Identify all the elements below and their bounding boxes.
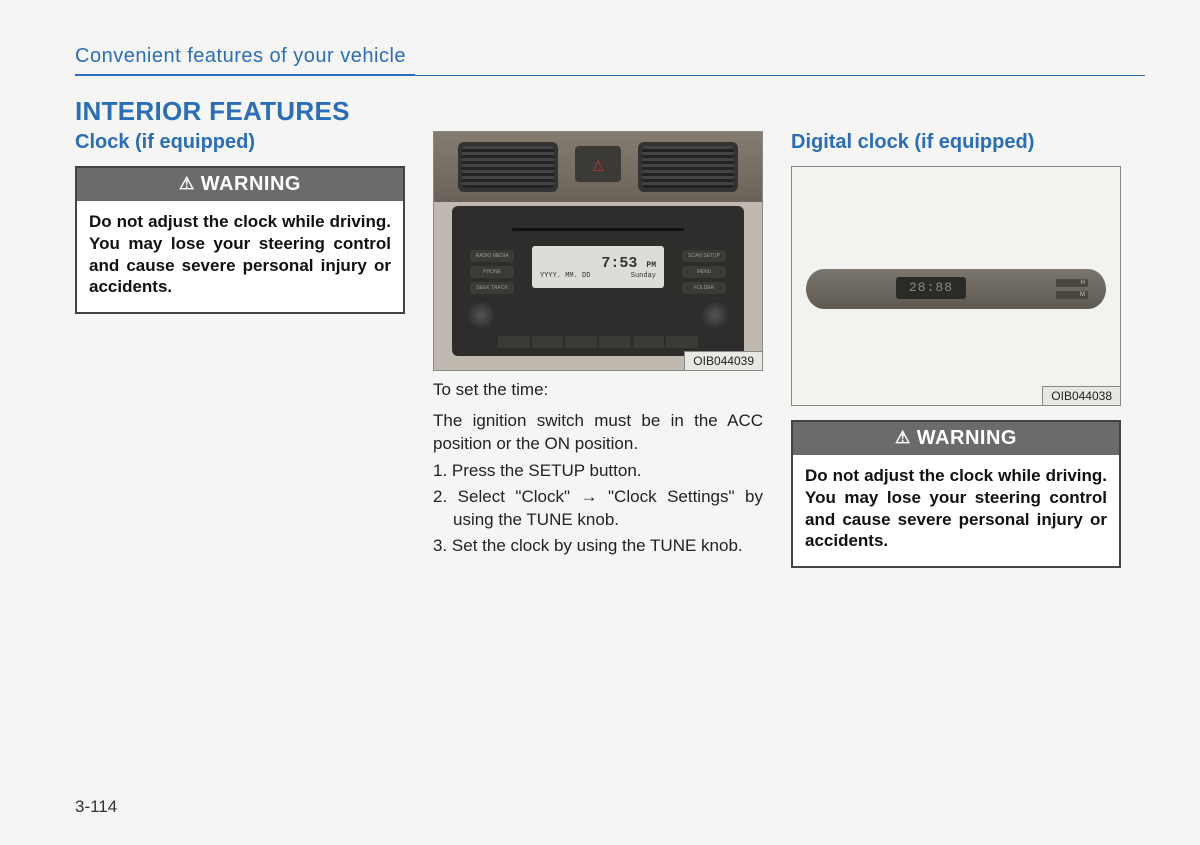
preset-buttons [498, 336, 698, 348]
header-rule [75, 74, 415, 76]
column-3: Digital clock (if equipped) 28:88 H M OI… [791, 131, 1121, 568]
radio-btn: PHONE [470, 266, 514, 278]
radio-btn: MENU [682, 266, 726, 278]
radio-figure: △ RADIO MEDIA PHONE SEEK TRACK SCAN SETU… [433, 131, 763, 371]
step-item: 1. Press the SETUP button. [433, 460, 763, 483]
hazard-button-icon: △ [575, 146, 621, 182]
clock-hour-button: H [1056, 279, 1088, 287]
radio-ampm: PM [646, 261, 656, 270]
step-item: 3. Set the clock by using the TUNE knob. [433, 535, 763, 558]
content-columns: Clock (if equipped) ⚠ WARNING Do not adju… [75, 131, 1140, 568]
clock-body: 28:88 H M [806, 269, 1106, 309]
cd-slot [512, 228, 684, 231]
radio-screen: 7:53 PM YYYY. MM. DD Sunday [532, 246, 664, 288]
warning-text: Do not adjust the clock while driving. Y… [77, 201, 403, 312]
warning-box-1: ⚠ WARNING Do not adjust the clock while d… [75, 166, 405, 314]
digital-clock-figure: 28:88 H M OIB044038 [791, 166, 1121, 406]
section-title: INTERIOR FEATURES [75, 96, 1140, 127]
air-vent-right [638, 142, 738, 192]
radio-time-value: 7:53 [601, 255, 637, 272]
warning-icon: ⚠ [895, 428, 911, 448]
warning-header: ⚠ WARNING [793, 422, 1119, 455]
set-time-intro: To set the time: [433, 379, 763, 402]
dashboard-top: △ [434, 132, 762, 202]
set-time-precond: The ignition switch must be in the ACC p… [433, 410, 763, 456]
tune-knob [702, 302, 728, 328]
radio-time: 7:53 PM [540, 255, 656, 272]
set-time-steps: 1. Press the SETUP button. 2. Select "Cl… [433, 460, 763, 558]
column-1: Clock (if equipped) ⚠ WARNING Do not adju… [75, 131, 405, 568]
step-item: 2. Select "Clock" → "Clock Settings" by … [433, 486, 763, 532]
warning-label: WARNING [917, 427, 1017, 449]
page-header: Convenient features of your vehicle [75, 45, 1140, 76]
air-vent-left [458, 142, 558, 192]
radio-btn: FOLDER [682, 282, 726, 294]
radio-btn: RADIO MEDIA [470, 250, 514, 262]
radio-btn: SEEK TRACK [470, 282, 514, 294]
radio-date-left: YYYY. MM. DD [540, 272, 590, 280]
warning-text: Do not adjust the clock while driving. Y… [793, 455, 1119, 566]
warning-icon: ⚠ [179, 174, 195, 194]
warning-label: WARNING [201, 173, 301, 195]
figure-id: OIB044038 [1042, 386, 1120, 405]
radio-date-right: Sunday [631, 272, 656, 280]
volume-knob [468, 302, 494, 328]
column-2: △ RADIO MEDIA PHONE SEEK TRACK SCAN SETU… [433, 131, 763, 568]
clock-lcd: 28:88 [896, 277, 966, 299]
clock-minute-button: M [1056, 291, 1088, 299]
radio-unit: RADIO MEDIA PHONE SEEK TRACK SCAN SETUP … [452, 206, 744, 356]
radio-date-row: YYYY. MM. DD Sunday [540, 272, 656, 280]
radio-btn: SCAN SETUP [682, 250, 726, 262]
warning-header: ⚠ WARNING [77, 168, 403, 201]
digital-clock-subhead: Digital clock (if equipped) [791, 131, 1121, 154]
clock-subhead: Clock (if equipped) [75, 131, 405, 154]
warning-box-2: ⚠ WARNING Do not adjust the clock while d… [791, 420, 1121, 568]
figure-id: OIB044039 [684, 351, 762, 370]
page-number: 3-114 [75, 797, 117, 817]
chapter-title: Convenient features of your vehicle [75, 45, 1140, 68]
